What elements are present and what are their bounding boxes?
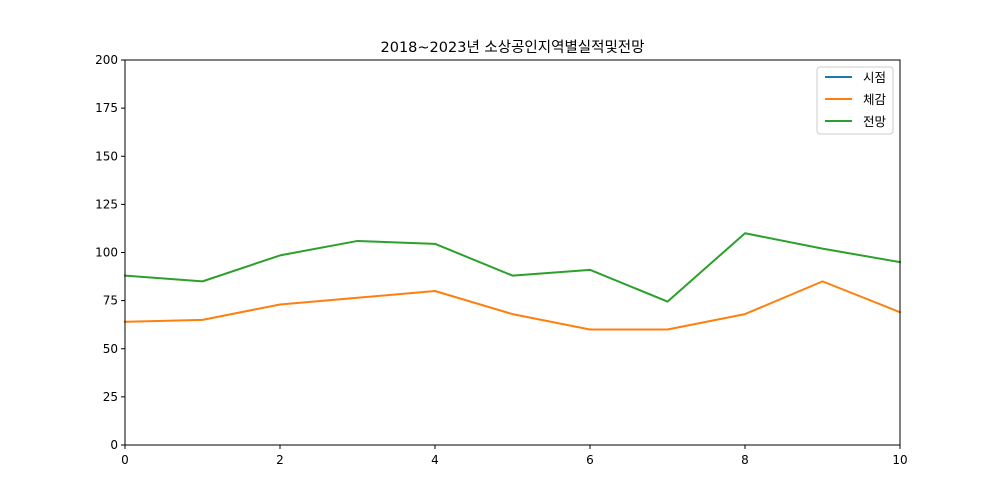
legend-label: 시점 <box>863 70 886 85</box>
chart-title: 2018~2023년 소상공인지역별실적및전망 <box>381 39 645 56</box>
y-tick-label: 75 <box>103 294 118 308</box>
y-tick-label: 25 <box>103 390 118 404</box>
y-tick-label: 150 <box>95 149 118 163</box>
x-tick-label: 0 <box>121 453 129 467</box>
y-tick-label: 200 <box>95 53 118 67</box>
y-tick-label: 0 <box>110 438 118 452</box>
x-tick-label: 10 <box>892 453 907 467</box>
y-tick-label: 125 <box>95 197 118 211</box>
legend-box <box>816 66 894 135</box>
series-layer <box>123 232 902 331</box>
legend-label: 전망 <box>863 114 887 129</box>
y-tick-label: 100 <box>95 246 118 260</box>
x-axis-ticks: 0 2 4 6 8 10 <box>121 445 908 467</box>
series-line-1 <box>123 280 902 331</box>
y-tick-label: 50 <box>103 342 118 356</box>
y-tick-label: 175 <box>95 101 118 115</box>
x-tick-label: 4 <box>431 453 439 467</box>
series-line-2 <box>123 232 902 303</box>
x-tick-label: 2 <box>276 453 284 467</box>
plot-frame <box>124 59 901 446</box>
legend-label: 체감 <box>863 92 887 107</box>
x-tick-label: 6 <box>586 453 594 467</box>
x-tick-label: 8 <box>741 453 749 467</box>
y-axis-ticks: 0 25 50 75 100 125 150 175 200 <box>95 53 125 452</box>
